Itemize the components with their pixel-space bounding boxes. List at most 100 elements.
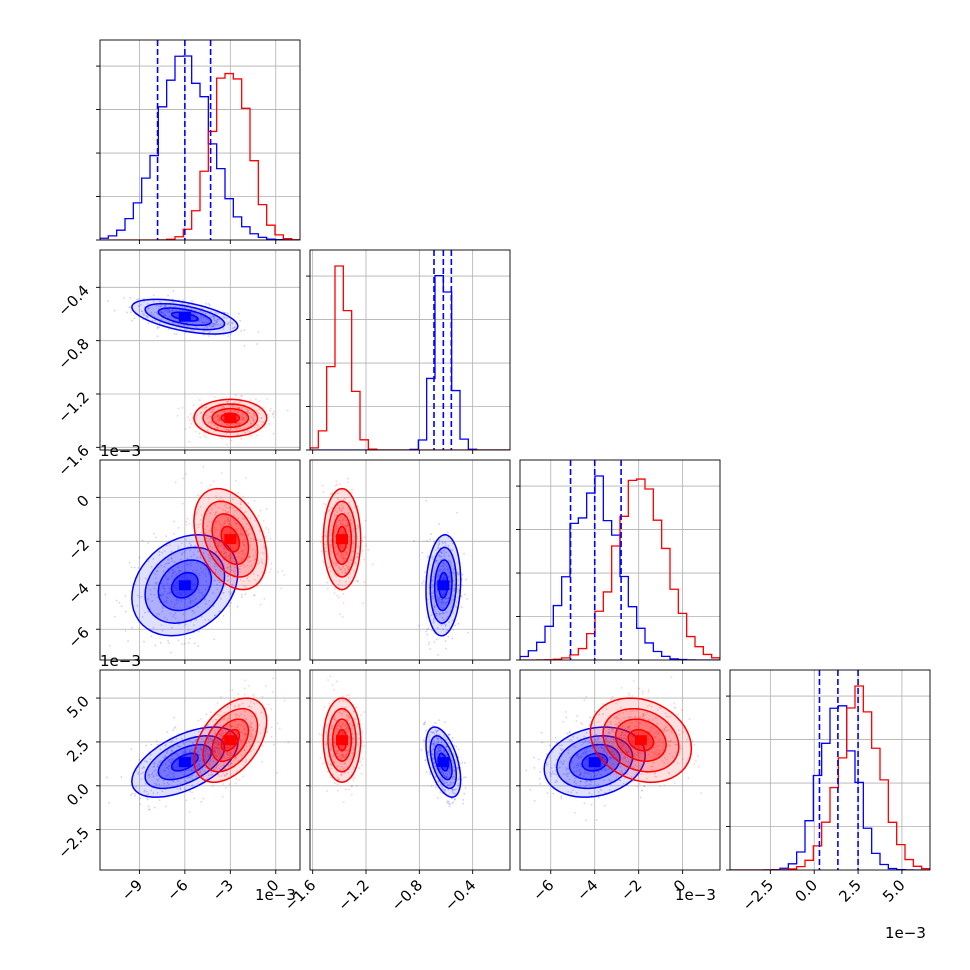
y-tick-label: 5.0 bbox=[63, 692, 93, 722]
scatter-point bbox=[133, 317, 136, 320]
scatter-point bbox=[418, 624, 421, 627]
scatter-point bbox=[236, 410, 239, 413]
scatter-point bbox=[209, 304, 211, 307]
scatter-point bbox=[335, 527, 338, 530]
scatter-point bbox=[452, 781, 455, 784]
scatter-point bbox=[330, 552, 333, 555]
scatter-point bbox=[154, 806, 156, 809]
scatter-point bbox=[175, 573, 178, 575]
scatter-point bbox=[131, 792, 134, 795]
scatter-point bbox=[352, 511, 355, 513]
scatter-point bbox=[238, 778, 241, 781]
scatter-point bbox=[177, 620, 180, 623]
scatter-point bbox=[437, 627, 439, 630]
scatter-point bbox=[192, 316, 195, 319]
scatter-point bbox=[192, 312, 195, 315]
scatter-point bbox=[173, 317, 176, 320]
scatter-point bbox=[170, 550, 173, 553]
scatter-point bbox=[435, 559, 437, 562]
scatter-point bbox=[431, 579, 434, 582]
scatter-point bbox=[164, 763, 167, 766]
scatter-point bbox=[234, 713, 237, 716]
scatter-point bbox=[157, 566, 160, 569]
scatter-point bbox=[218, 541, 221, 544]
scatter-point bbox=[445, 544, 447, 547]
scatter-point bbox=[167, 328, 170, 331]
scatter-point bbox=[228, 751, 231, 754]
scatter-point bbox=[217, 764, 219, 766]
scatter-point bbox=[457, 573, 459, 576]
scatter-point bbox=[264, 684, 267, 687]
scatter-point bbox=[173, 332, 176, 335]
scatter-point bbox=[248, 741, 251, 744]
scatter-point bbox=[340, 489, 343, 492]
scatter-point bbox=[199, 757, 201, 760]
scatter-point bbox=[161, 629, 164, 632]
scatter-point bbox=[548, 744, 551, 747]
scatter-point bbox=[256, 574, 259, 577]
scatter-point bbox=[215, 496, 218, 499]
scatter-point bbox=[229, 703, 232, 706]
scatter-point bbox=[438, 601, 440, 604]
scatter-point bbox=[432, 620, 435, 623]
scatter-point bbox=[220, 775, 223, 777]
scatter-point bbox=[342, 522, 345, 525]
y-tick-label: 0.0 bbox=[63, 780, 93, 810]
scatter-point bbox=[440, 612, 442, 615]
scatter-point bbox=[159, 641, 162, 644]
scatter-point bbox=[239, 565, 242, 568]
scatter-point bbox=[434, 729, 437, 732]
scatter-point bbox=[174, 617, 177, 620]
scatter-point bbox=[462, 802, 465, 805]
scatter-point bbox=[168, 765, 170, 767]
scatter-point bbox=[176, 602, 179, 605]
scatter-point bbox=[213, 526, 216, 529]
scatter-point bbox=[245, 529, 248, 532]
scatter-point bbox=[216, 428, 219, 430]
scatter-point bbox=[192, 583, 195, 586]
scatter-point bbox=[466, 631, 469, 634]
scatter-point bbox=[220, 735, 223, 737]
scatter-point bbox=[453, 744, 456, 747]
scatter-point bbox=[437, 543, 440, 546]
scatter-point bbox=[156, 774, 158, 777]
scatter-point bbox=[156, 766, 159, 769]
scatter-point bbox=[211, 408, 214, 411]
scatter-point bbox=[441, 772, 444, 774]
scatter-point bbox=[447, 597, 450, 599]
scatter-point bbox=[207, 335, 210, 337]
scatter-point bbox=[447, 569, 450, 572]
scatter-point bbox=[147, 584, 150, 587]
scatter-point bbox=[439, 551, 442, 554]
scatter-point bbox=[348, 517, 351, 520]
scatter-point bbox=[347, 528, 350, 530]
scatter-point bbox=[213, 322, 215, 325]
scatter-point bbox=[215, 550, 218, 553]
scatter-point bbox=[586, 771, 589, 774]
scatter-point bbox=[335, 525, 338, 528]
scatter-point bbox=[350, 491, 353, 494]
scatter-point bbox=[208, 599, 211, 602]
panel-frame bbox=[99, 459, 301, 661]
scatter-point bbox=[463, 776, 465, 779]
scatter-point bbox=[360, 723, 362, 726]
scatter-point bbox=[347, 576, 350, 579]
scatter-point bbox=[240, 419, 243, 421]
scatter-point bbox=[185, 780, 187, 783]
scatter-point bbox=[140, 303, 142, 306]
scatter-point bbox=[254, 731, 256, 734]
scatter-point bbox=[341, 501, 344, 504]
scatter-point bbox=[177, 547, 180, 550]
scatter-series-0 bbox=[107, 289, 260, 347]
scatter-point bbox=[184, 755, 186, 758]
scatter-point bbox=[447, 597, 449, 600]
scatter-point bbox=[153, 587, 156, 590]
scatter-point bbox=[253, 500, 256, 502]
scatter-point bbox=[435, 737, 438, 740]
scatter-point bbox=[253, 594, 255, 596]
scatter-point bbox=[463, 593, 466, 596]
scatter-point bbox=[204, 770, 207, 773]
scatter-point bbox=[324, 534, 327, 537]
scatter-point bbox=[250, 726, 253, 728]
scatter-point bbox=[426, 633, 429, 636]
